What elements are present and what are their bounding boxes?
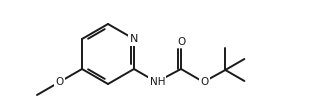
Text: N: N <box>130 34 138 44</box>
Text: O: O <box>200 77 209 87</box>
Text: O: O <box>56 77 63 87</box>
Text: O: O <box>177 37 185 47</box>
Text: NH: NH <box>150 77 165 87</box>
